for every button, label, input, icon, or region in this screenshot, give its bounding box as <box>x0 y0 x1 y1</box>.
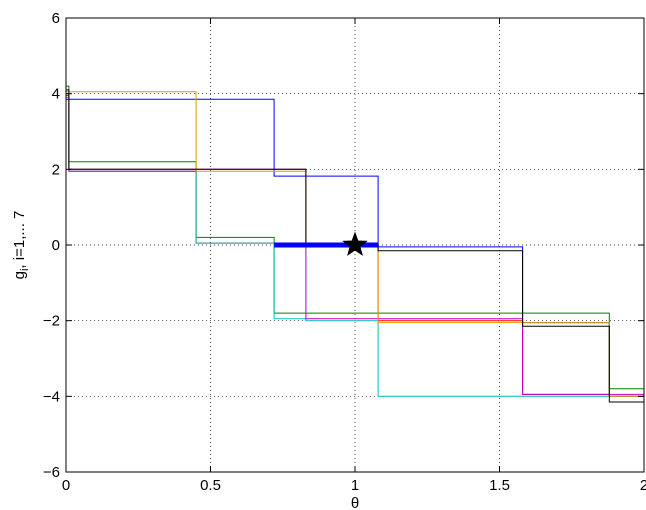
x-tick-label: 0.5 <box>200 477 221 494</box>
y-tick-label: 2 <box>52 161 60 178</box>
x-tick-label: 1.5 <box>489 477 510 494</box>
x-tick-label: 1 <box>351 477 359 494</box>
y-tick-label: −4 <box>43 388 60 405</box>
marker-group <box>342 231 368 256</box>
y-tick-label: 6 <box>52 10 60 27</box>
star-marker <box>342 231 368 256</box>
ticks <box>65 17 645 473</box>
x-tick-label: 0 <box>62 477 70 494</box>
y-tick-label: 4 <box>52 86 60 103</box>
y-tick-label: −6 <box>43 464 60 481</box>
x-axis-label: θ <box>351 495 359 510</box>
x-tick-label: 2 <box>640 477 646 494</box>
y-tick-label: 0 <box>52 237 60 254</box>
y-tick-label: −2 <box>43 313 60 330</box>
y-axis-label: gi, i=1,... 7 <box>11 211 31 280</box>
tick-labels: 0 0.5 1 1.5 2 −6 −4 −2 0 2 4 6 <box>43 10 646 494</box>
